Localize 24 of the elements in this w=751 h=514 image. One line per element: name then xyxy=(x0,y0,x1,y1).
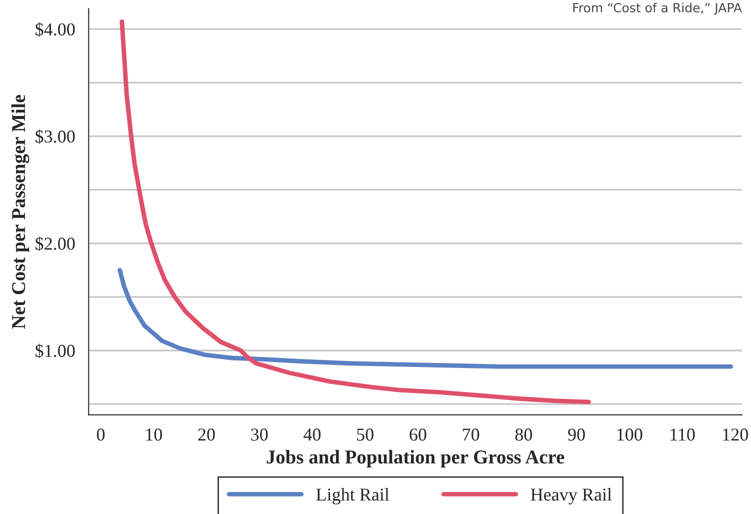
legend-label: Heavy Rail xyxy=(530,488,612,504)
y-axis-title: Net Cost per Passenger Mile xyxy=(11,94,30,329)
y-tick-label: $4.00 xyxy=(36,22,75,37)
x-tick-label: 30 xyxy=(251,428,268,441)
x-tick-label: 20 xyxy=(198,428,215,441)
x-tick-label: 0 xyxy=(96,428,105,441)
y-tick-label: $1.00 xyxy=(36,344,75,358)
x-tick-label: 90 xyxy=(568,428,585,441)
x-tick-label: 110 xyxy=(670,428,695,441)
x-tick-label: 70 xyxy=(462,428,480,441)
x-tick-label: 50 xyxy=(357,428,374,441)
x-tick-label: 40 xyxy=(304,428,321,441)
line-series xyxy=(120,19,591,404)
legend-label: Light Rail xyxy=(316,488,390,504)
x-tick-label: 60 xyxy=(410,428,426,441)
x-tick-label: 80 xyxy=(515,428,532,441)
x-tick-label: 10 xyxy=(146,428,162,441)
line-series xyxy=(118,268,734,369)
y-tick-label: $3.00 xyxy=(36,129,75,144)
x-axis-title: Jobs and Population per Gross Acre xyxy=(266,450,564,468)
annotation: From “Cost of a Ride,” JAPA xyxy=(573,2,742,15)
x-tick-label: 100 xyxy=(617,428,642,441)
x-tick-label: 120 xyxy=(723,428,748,441)
y-tick-label: $2.00 xyxy=(36,236,75,252)
